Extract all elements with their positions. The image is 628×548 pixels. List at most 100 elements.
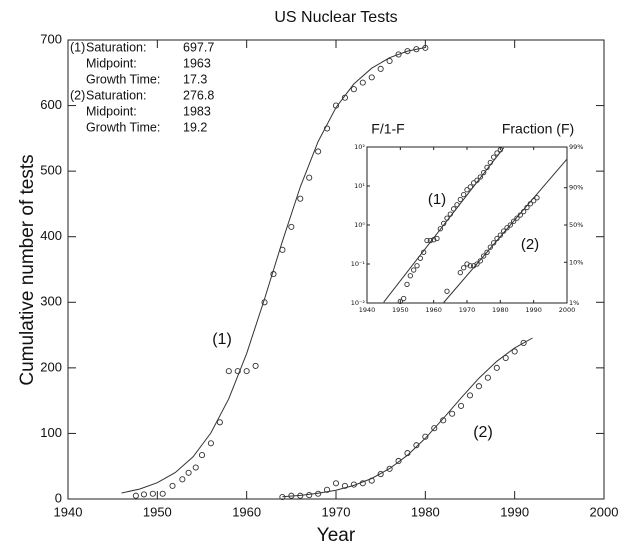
data-point [407, 273, 413, 279]
data-point [447, 211, 453, 217]
y-tick-label: 300 [40, 294, 62, 309]
data-point [474, 261, 480, 267]
data-point [132, 492, 139, 499]
param-value: 17.3 [183, 72, 207, 86]
data-point [521, 208, 527, 215]
y-tick-label: 10¹ [354, 182, 365, 190]
data-point [377, 65, 384, 72]
data-point [324, 125, 331, 132]
annotation: (2) [473, 424, 493, 441]
data-point [444, 215, 450, 221]
x-tick-label: 1960 [425, 306, 442, 314]
data-point [169, 482, 176, 489]
data-point [461, 265, 467, 271]
data-point [368, 74, 375, 81]
x-tick-label: 1980 [411, 504, 440, 519]
data-point [497, 147, 503, 153]
data-point [422, 44, 429, 51]
param-key: Midpoint: [86, 56, 137, 70]
data-point [493, 364, 500, 371]
data-point [234, 368, 241, 375]
data-point [225, 368, 232, 375]
param-value: 19.2 [183, 120, 207, 134]
y2-tick-label: 1% [569, 299, 579, 307]
y2-tick-label: 90% [569, 184, 583, 192]
x-tick-label: 1990 [500, 504, 529, 519]
x-tick-label: 2000 [590, 504, 619, 519]
data-point [350, 86, 357, 93]
chart-title: US Nuclear Tests [274, 9, 397, 26]
data-point [461, 192, 467, 198]
data-point [288, 492, 295, 499]
data-point [474, 177, 480, 183]
inset-frame [366, 146, 568, 304]
y-tick-label: 100 [40, 425, 62, 440]
y-tick-label: 10⁻¹ [351, 260, 366, 268]
data-point [411, 267, 417, 273]
param-value: 276.8 [183, 88, 214, 102]
data-point [424, 237, 430, 244]
data-point [504, 225, 510, 231]
data-point [484, 249, 490, 255]
y2-tick-label: 99% [569, 143, 583, 151]
param-key: Saturation: [86, 40, 146, 54]
data-point [279, 493, 286, 501]
data-point [341, 482, 348, 489]
x-tick-label: 1940 [359, 306, 376, 314]
data-point [481, 253, 487, 259]
data-point [440, 417, 447, 424]
data-point [457, 270, 463, 276]
x-tick-label: 1980 [492, 306, 509, 314]
data-point [466, 392, 474, 399]
fit-line [383, 147, 505, 303]
data-point [324, 486, 331, 493]
data-point [297, 492, 304, 499]
param-key: Saturation: [86, 88, 146, 102]
y-tick-label: 0 [55, 490, 62, 505]
data-point [491, 240, 497, 246]
data-point [514, 215, 520, 221]
y2-axis-label: Fraction (F) [502, 121, 574, 137]
data-point [140, 491, 147, 498]
param-key: Midpoint: [86, 104, 137, 118]
x-tick-label: 1970 [322, 504, 351, 519]
data-point [159, 490, 166, 497]
data-point [477, 174, 483, 180]
data-point [441, 220, 447, 227]
data-point [306, 174, 313, 181]
data-point [386, 57, 393, 65]
data-point [471, 180, 477, 186]
data-point [422, 433, 429, 440]
data-point [185, 469, 192, 476]
data-point [431, 425, 438, 432]
data-point [467, 263, 473, 269]
data-point [368, 477, 375, 484]
data-point [437, 226, 443, 232]
y-axis-label: Cumulative number of tests [17, 154, 38, 385]
y-tick-label: 500 [40, 163, 62, 178]
data-point [395, 51, 402, 58]
data-point [341, 94, 348, 101]
data-point [359, 79, 366, 86]
data-point [511, 348, 518, 355]
data-point [464, 187, 470, 193]
data-point [531, 198, 537, 204]
data-point [417, 255, 423, 261]
data-point [497, 232, 503, 238]
annotation: (1) [428, 191, 446, 208]
data-point [315, 490, 322, 497]
data-point [332, 102, 340, 109]
data-point [386, 465, 393, 472]
y-tick-label: 10⁰ [354, 221, 365, 229]
fit-line [282, 337, 533, 498]
data-point [451, 206, 457, 212]
data-point [534, 195, 540, 201]
data-point [457, 196, 463, 203]
data-point [427, 237, 433, 244]
data-point [350, 481, 357, 488]
data-point [502, 354, 509, 362]
data-point [401, 295, 407, 302]
data-point [487, 159, 493, 166]
x-axis-label: Year [317, 525, 356, 546]
